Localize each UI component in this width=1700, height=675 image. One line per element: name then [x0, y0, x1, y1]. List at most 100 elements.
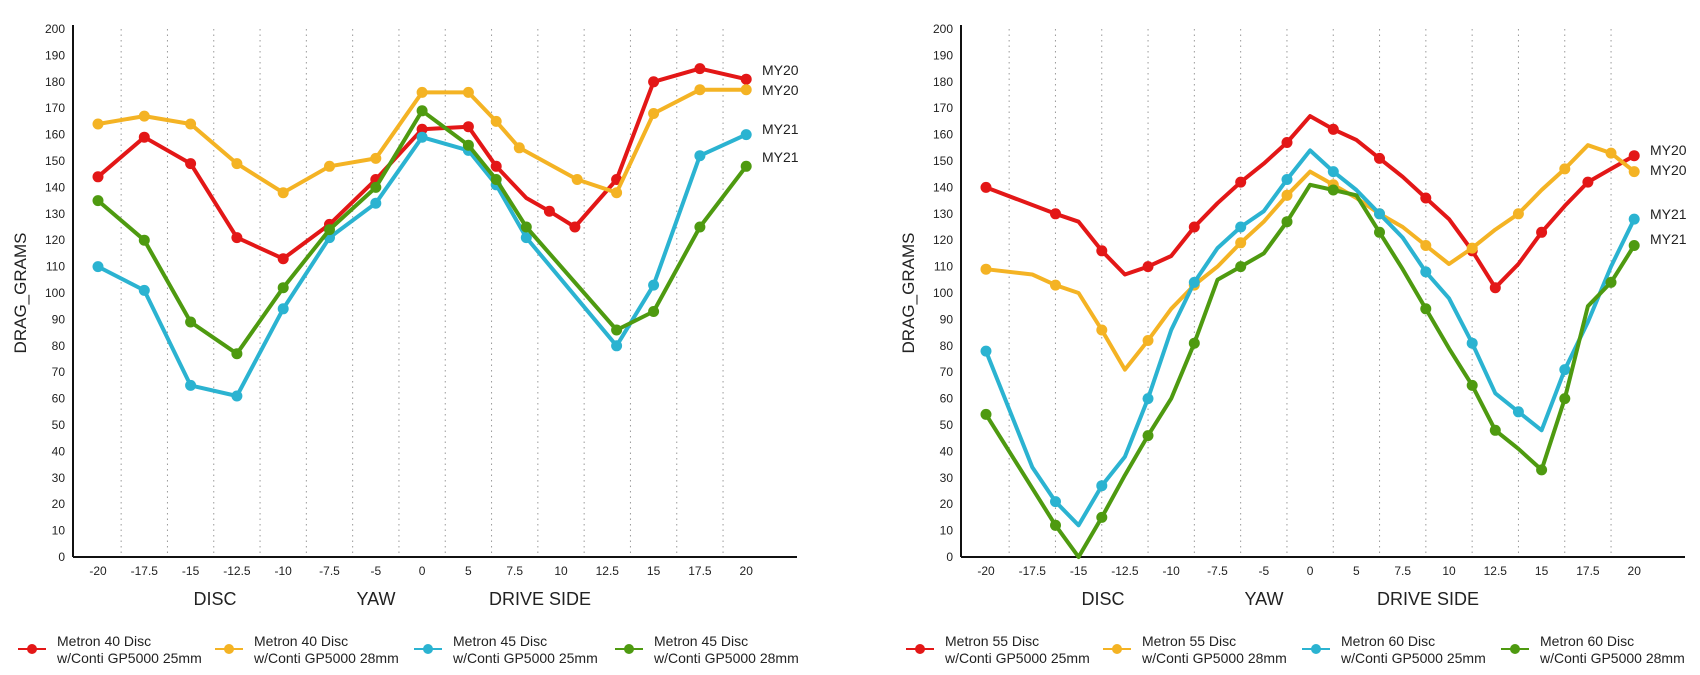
x-tick-label: 10: [554, 564, 568, 578]
data-point: [277, 282, 289, 294]
x-tick-label: 20: [740, 564, 754, 578]
data-point: [370, 152, 382, 164]
data-point: [1327, 184, 1339, 196]
y-tick-label: 10: [52, 524, 66, 538]
y-tick-label: 20: [52, 497, 66, 511]
data-point: [740, 160, 752, 172]
data-point: [1420, 303, 1432, 315]
data-point: [1281, 174, 1293, 185]
legend-sublabel: w/Conti GP5000 28mm: [653, 650, 799, 666]
end-label: MY21: [762, 121, 799, 137]
end-label: MY21: [762, 149, 799, 165]
legend-sublabel: w/Conti GP5000 25mm: [56, 650, 202, 666]
data-point: [1582, 176, 1594, 188]
series-line: [96, 87, 749, 195]
x-tick-label: -20: [977, 564, 995, 578]
data-point: [1605, 276, 1617, 288]
legend-label: Metron 60 Disc: [1341, 633, 1435, 649]
data-point: [1489, 424, 1501, 436]
chart-metron-55-60: 0102030405060708090100110120130140150160…: [899, 22, 1687, 666]
x-tick-label: -5: [1258, 564, 1269, 578]
data-point: [1559, 163, 1571, 175]
data-point: [1466, 337, 1478, 349]
data-point: [138, 110, 150, 122]
data-point: [231, 232, 243, 244]
x-tick-label: 5: [465, 564, 472, 578]
data-point: [1142, 430, 1154, 442]
data-point: [1420, 266, 1432, 278]
x-section-label: DRIVE SIDE: [1377, 589, 1479, 609]
y-tick-label: 70: [940, 365, 954, 379]
series-0: [92, 63, 752, 265]
y-tick-label: 20: [940, 497, 954, 511]
y-tick-label: 10: [940, 524, 954, 538]
x-tick-label: 17.5: [1576, 564, 1600, 578]
data-point: [740, 73, 752, 85]
data-point: [277, 187, 289, 199]
data-point: [1142, 393, 1154, 405]
y-tick-label: 150: [933, 154, 953, 168]
data-point: [324, 224, 335, 236]
x-tick-label: -15: [182, 564, 200, 578]
y-tick-label: 140: [933, 180, 953, 194]
data-point: [416, 86, 428, 98]
x-tick-label: 7.5: [506, 564, 523, 578]
data-point: [185, 158, 197, 170]
y-tick-label: 180: [45, 75, 65, 89]
x-tick-label: -20: [89, 564, 107, 578]
series-2: [980, 148, 1640, 528]
series-line: [96, 108, 749, 356]
x-tick-label: 12.5: [596, 564, 620, 578]
data-point: [1281, 189, 1293, 201]
x-tick-label: 20: [1628, 564, 1642, 578]
data-point: [490, 160, 502, 172]
data-point: [138, 284, 150, 296]
x-tick-label: -12.5: [1111, 564, 1139, 578]
x-tick-label: -10: [1163, 564, 1181, 578]
y-tick-label: 50: [52, 418, 66, 432]
data-point: [694, 150, 706, 162]
y-tick-label: 30: [940, 471, 954, 485]
data-point: [694, 84, 706, 96]
y-tick-label: 90: [940, 312, 954, 326]
legend-marker: [624, 644, 634, 654]
data-point: [1374, 226, 1385, 238]
y-tick-label: 130: [933, 207, 953, 221]
data-point: [1466, 379, 1478, 391]
data-point: [1420, 240, 1432, 251]
x-tick-label: 15: [1535, 564, 1549, 578]
data-point: [1628, 166, 1640, 178]
y-tick-label: 170: [45, 101, 65, 115]
legend-sublabel: w/Conti GP5000 28mm: [1539, 650, 1685, 666]
x-section-label: DISC: [1081, 589, 1124, 609]
legend-sublabel: w/Conti GP5000 25mm: [452, 650, 598, 666]
y-tick-label: 0: [58, 550, 65, 564]
data-point: [1188, 221, 1200, 233]
legend-marker: [27, 644, 37, 654]
end-label: MY20: [1650, 162, 1687, 178]
series-0: [980, 114, 1640, 294]
y-axis-label: DRAG_GRAMS: [899, 233, 918, 354]
data-point: [611, 340, 623, 352]
end-label: MY20: [762, 82, 799, 98]
x-tick-label: 0: [1307, 564, 1314, 578]
data-point: [1050, 208, 1061, 220]
y-tick-label: 200: [933, 22, 953, 36]
data-point: [520, 221, 532, 233]
data-point: [1628, 213, 1640, 225]
y-tick-label: 190: [45, 48, 65, 62]
end-label: MY20: [762, 62, 799, 78]
data-point: [1281, 137, 1293, 148]
data-point: [1096, 480, 1108, 492]
y-axis-label: DRAG_GRAMS: [11, 233, 30, 354]
legend-label: Metron 45 Disc: [453, 633, 547, 649]
y-tick-label: 120: [933, 233, 953, 247]
data-point: [231, 158, 243, 170]
data-point: [740, 129, 752, 141]
y-tick-label: 190: [933, 48, 953, 62]
